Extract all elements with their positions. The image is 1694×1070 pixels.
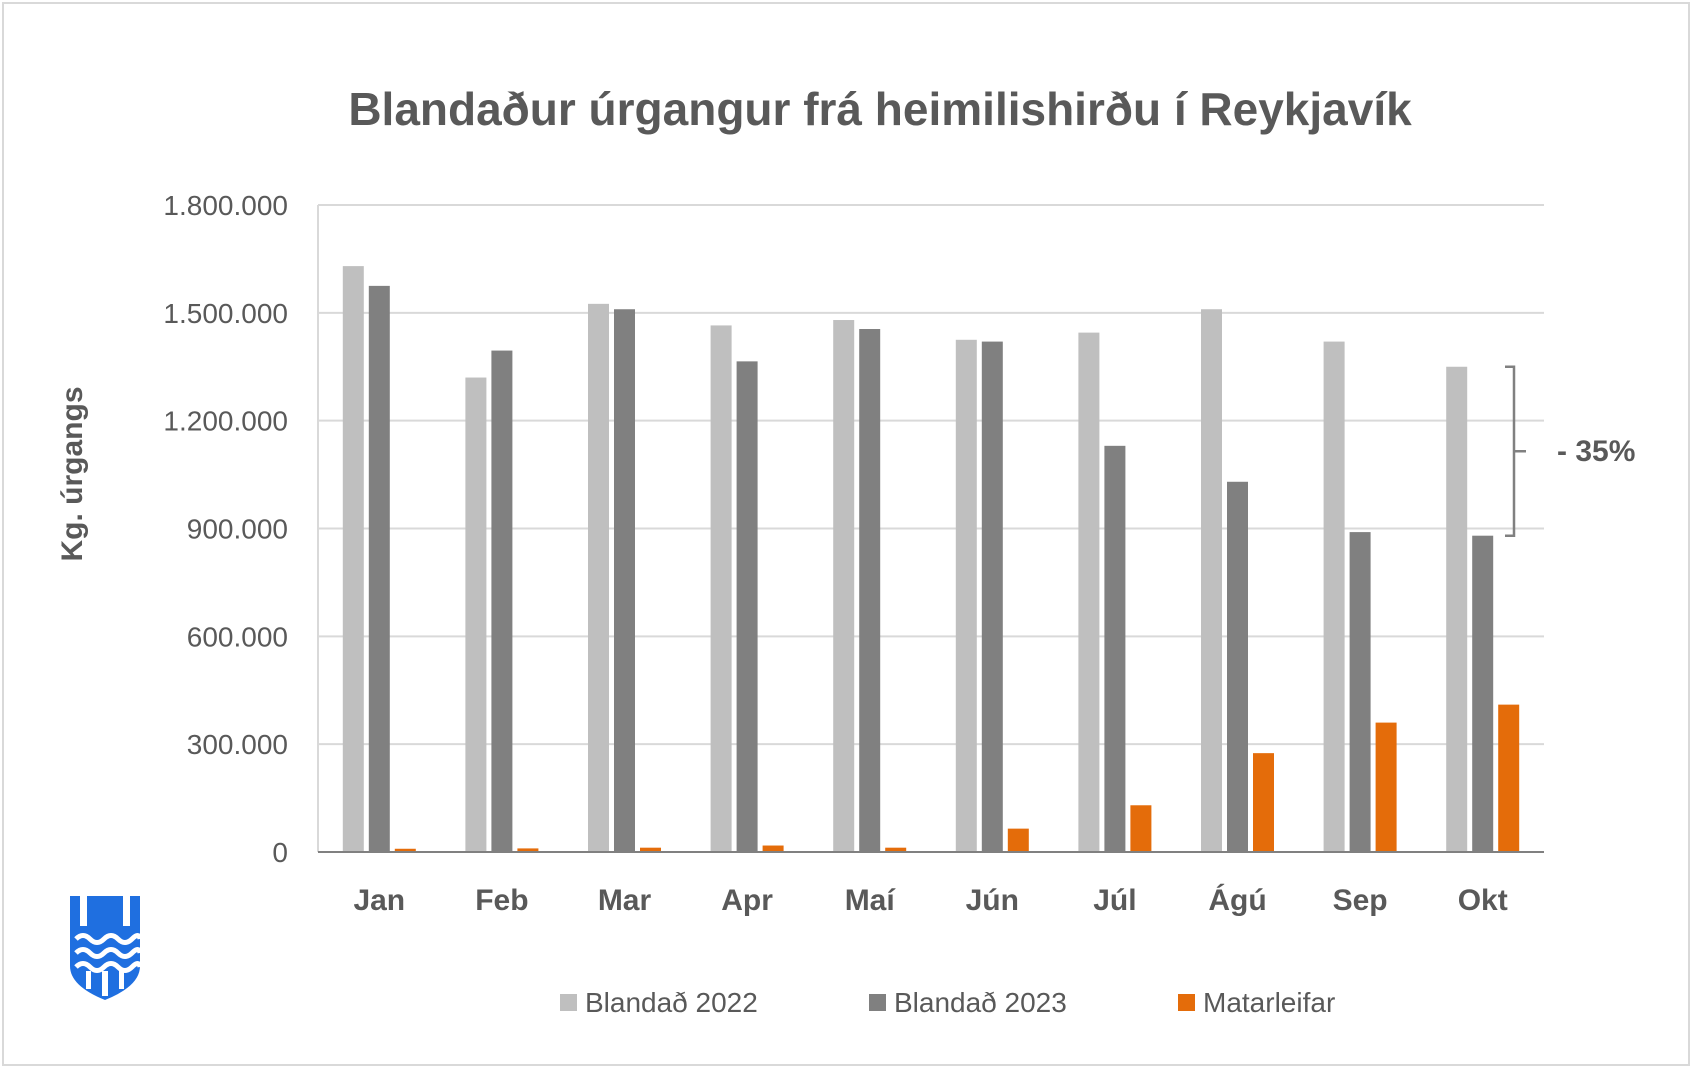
bar-blandað-2022-2 bbox=[588, 303, 609, 852]
y-tick-label: 900.000 bbox=[187, 514, 288, 545]
bar-blandað-2023-5 bbox=[981, 341, 1003, 852]
logo-wave bbox=[74, 933, 143, 945]
y-tick-label: 300.000 bbox=[187, 729, 288, 760]
y-tick-label: 1.500.000 bbox=[163, 298, 288, 329]
chart-canvas: Blandaður úrgangur frá heimilishirðu í R… bbox=[56, 83, 1635, 1018]
y-tick-label: 0 bbox=[272, 837, 288, 868]
x-tick-label: Sep bbox=[1333, 884, 1388, 917]
bar-blandað-2022-4 bbox=[833, 320, 855, 852]
bar-blandað-2022-6 bbox=[1078, 332, 1100, 852]
reykjavik-coat-of-arms-logo bbox=[70, 896, 143, 1000]
bar-blandað-2022-8 bbox=[1323, 341, 1345, 852]
annotation-label: - 35% bbox=[1557, 435, 1635, 468]
x-tick-label: Mar bbox=[598, 884, 652, 917]
bar-blandað-2023-7 bbox=[1227, 481, 1248, 852]
bar-matarleifar-3 bbox=[762, 845, 784, 852]
x-tick-label: Feb bbox=[475, 884, 528, 917]
x-tick-label: Okt bbox=[1458, 884, 1508, 917]
bar-blandað-2022-9 bbox=[1446, 366, 1468, 852]
bar-matarleifar-2 bbox=[640, 847, 661, 852]
y-axis-label: Kg. úrgangs bbox=[56, 386, 89, 561]
logo-pillar-low-left bbox=[86, 971, 91, 989]
logo-pillar-low-right bbox=[119, 971, 124, 989]
bar-matarleifar-1 bbox=[517, 848, 539, 852]
legend-swatch bbox=[560, 994, 577, 1011]
bar-matarleifar-7 bbox=[1253, 753, 1274, 852]
x-axis-ticks: Jan Feb Mar Apr Maí Jún Júl Ágú Sep Okt bbox=[353, 883, 1507, 917]
bar-matarleifar-4 bbox=[885, 847, 907, 852]
bar-blandað-2023-4 bbox=[859, 329, 881, 853]
bar-blandað-2022-5 bbox=[955, 339, 977, 853]
y-axis-ticks: 0 300.000 600.000 900.000 1.200.000 1.500.000… bbox=[163, 190, 288, 868]
bars bbox=[342, 266, 1520, 853]
y-tick-label: 1.200.000 bbox=[163, 406, 288, 437]
x-tick-label: Jún bbox=[966, 884, 1019, 917]
bar-matarleifar-9 bbox=[1498, 704, 1520, 852]
bar-blandað-2022-3 bbox=[710, 325, 732, 852]
bar-blandað-2023-0 bbox=[368, 285, 390, 852]
legend: Blandað 2022 Blandað 2023 Matarleifar bbox=[560, 987, 1335, 1018]
bar-blandað-2022-0 bbox=[342, 266, 364, 852]
bar-matarleifar-5 bbox=[1007, 828, 1029, 852]
logo-pillar-right bbox=[123, 896, 130, 926]
bar-matarleifar-8 bbox=[1375, 722, 1397, 852]
x-tick-label: Ágú bbox=[1208, 883, 1266, 917]
bar-blandað-2023-3 bbox=[736, 361, 758, 852]
legend-label: Blandað 2022 bbox=[585, 987, 758, 1018]
x-tick-label: Júl bbox=[1093, 884, 1136, 917]
legend-swatch bbox=[1178, 994, 1195, 1011]
x-axis bbox=[317, 205, 1544, 853]
legend-swatch bbox=[869, 994, 886, 1011]
bar-blandað-2023-1 bbox=[491, 350, 513, 852]
logo-wave bbox=[74, 961, 143, 973]
annotation-bracket-line bbox=[1505, 365, 1526, 537]
bar-blandað-2022-7 bbox=[1201, 309, 1222, 852]
legend-label: Blandað 2023 bbox=[894, 987, 1067, 1018]
bar-blandað-2022-1 bbox=[465, 377, 487, 852]
logo-pillar-left bbox=[80, 896, 87, 926]
bar-blandað-2023-8 bbox=[1349, 532, 1371, 852]
annotation-bracket: - 35% bbox=[1505, 365, 1635, 537]
bar-blandað-2023-9 bbox=[1472, 535, 1494, 852]
y-tick-label: 600.000 bbox=[187, 621, 288, 652]
chart-title: Blandaður úrgangur frá heimilishirðu í R… bbox=[348, 83, 1412, 135]
bar-matarleifar-0 bbox=[394, 848, 416, 852]
x-tick-label: Maí bbox=[845, 884, 897, 917]
legend-label: Matarleifar bbox=[1203, 987, 1335, 1018]
x-tick-label: Apr bbox=[721, 884, 773, 917]
bar-matarleifar-6 bbox=[1130, 805, 1152, 852]
bar-blandað-2023-2 bbox=[614, 309, 635, 852]
y-tick-label: 1.800.000 bbox=[163, 190, 288, 221]
logo-wave bbox=[74, 947, 143, 959]
logo-pillar-center bbox=[102, 971, 108, 996]
x-tick-label: Jan bbox=[353, 884, 405, 917]
bar-blandað-2023-6 bbox=[1104, 445, 1126, 852]
